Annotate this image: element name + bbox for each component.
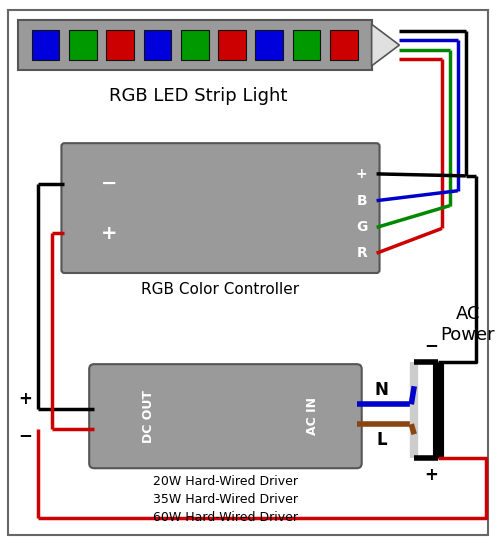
Bar	[256, 30, 283, 60]
Bar	[292, 30, 320, 60]
FancyBboxPatch shape	[62, 143, 380, 273]
Text: L: L	[376, 431, 387, 449]
Text: +: +	[424, 466, 438, 485]
Text: R: R	[356, 246, 367, 260]
Text: 35W Hard-Wired Driver: 35W Hard-Wired Driver	[153, 493, 298, 506]
Text: N: N	[374, 382, 388, 399]
Text: −: −	[424, 336, 438, 354]
Bar	[218, 30, 246, 60]
Bar	[330, 30, 357, 60]
Bar	[32, 30, 60, 60]
Bar	[106, 30, 134, 60]
Text: G: G	[356, 220, 368, 234]
Text: RGB LED Strip Light: RGB LED Strip Light	[109, 87, 288, 105]
Text: DC OUT: DC OUT	[142, 390, 155, 443]
Text: −: −	[18, 427, 32, 445]
Text: −: −	[101, 174, 117, 193]
Text: 60W Hard-Wired Driver: 60W Hard-Wired Driver	[153, 511, 298, 524]
Text: +: +	[356, 167, 368, 181]
Polygon shape	[372, 25, 400, 66]
Text: RGB Color Controller: RGB Color Controller	[142, 282, 300, 297]
FancyBboxPatch shape	[89, 364, 361, 468]
Text: 20W Hard-Wired Driver: 20W Hard-Wired Driver	[153, 475, 298, 488]
Bar	[144, 30, 172, 60]
Bar	[69, 30, 96, 60]
Text: AC IN: AC IN	[306, 397, 318, 435]
Text: +: +	[101, 224, 117, 243]
Text: AC
Power: AC Power	[440, 305, 495, 343]
Bar	[181, 30, 208, 60]
Text: +: +	[18, 390, 32, 408]
Text: B: B	[356, 193, 367, 208]
Bar	[18, 20, 372, 70]
